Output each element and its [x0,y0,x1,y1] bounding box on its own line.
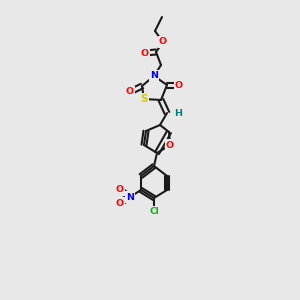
Text: S: S [140,94,148,104]
Text: O: O [175,80,183,89]
Text: O: O [116,185,124,194]
Text: O: O [116,199,124,208]
Text: O: O [126,88,134,97]
Text: H: H [174,110,182,118]
Text: O: O [141,49,149,58]
Text: O: O [159,38,167,46]
Text: N: N [126,193,134,202]
Text: Cl: Cl [149,208,159,217]
Text: O: O [166,140,174,149]
Text: N: N [150,71,158,80]
